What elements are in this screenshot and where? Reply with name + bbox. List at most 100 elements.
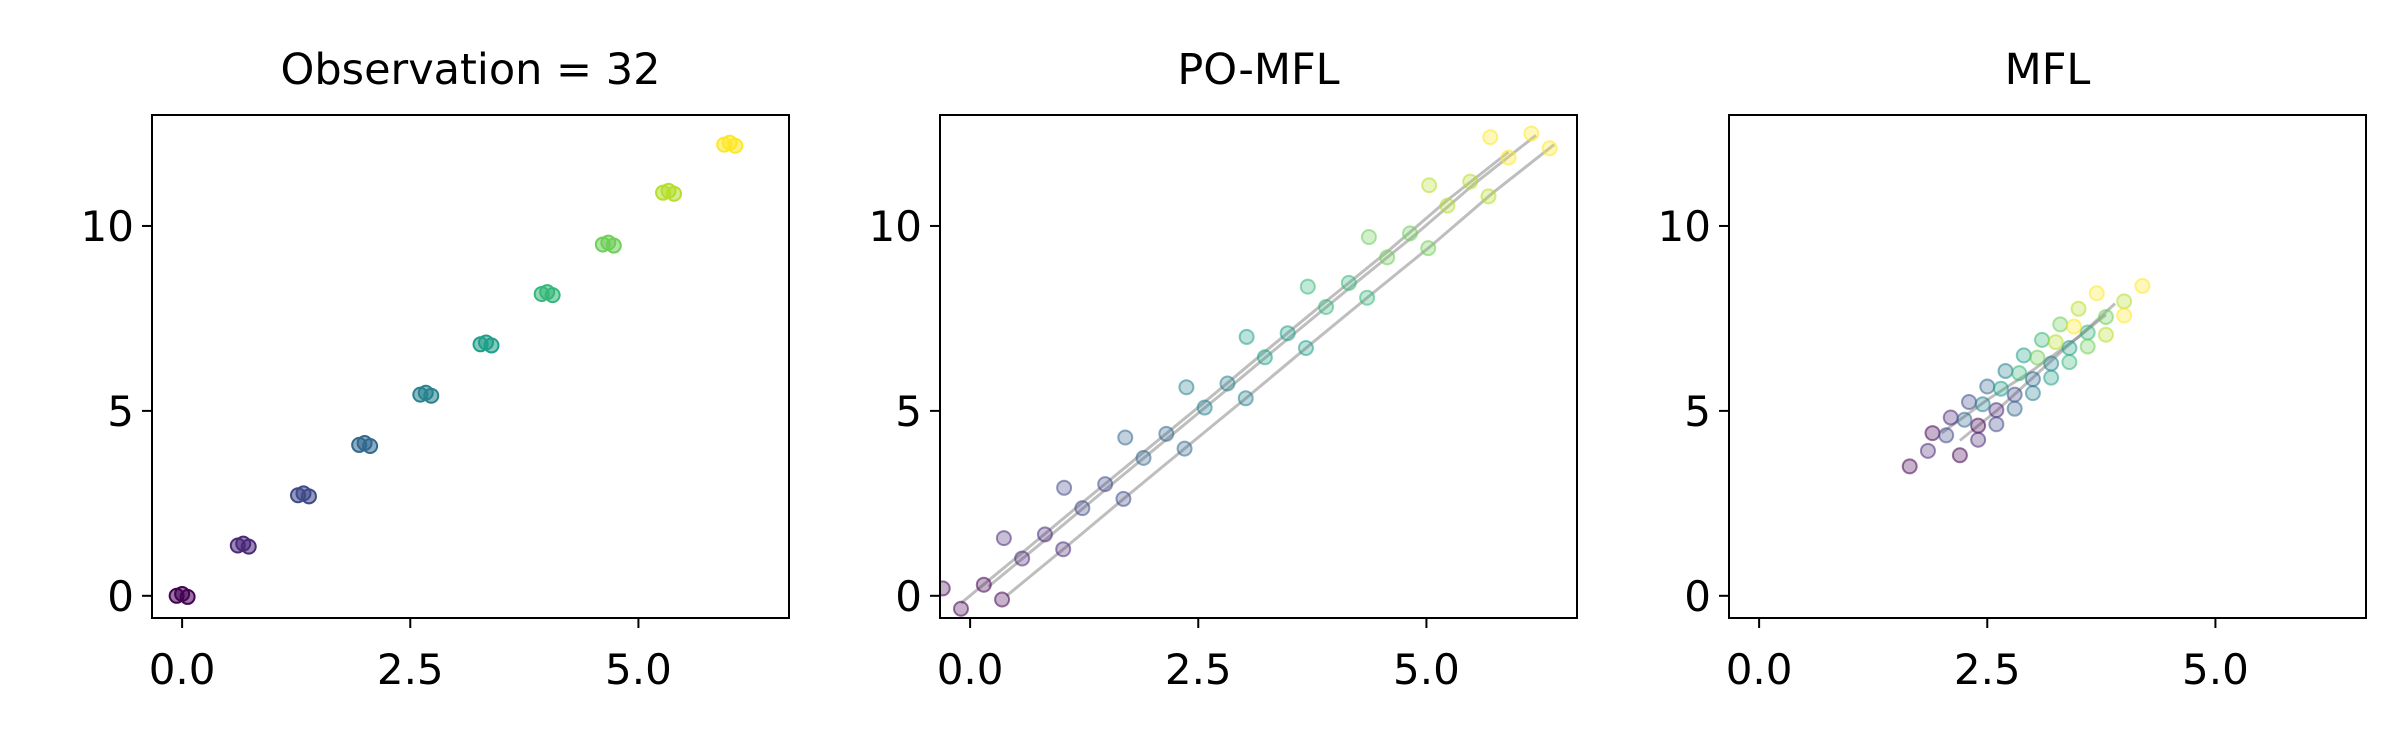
point (1480, 188, 1497, 205)
point (1299, 278, 1316, 295)
point (1056, 479, 1073, 496)
x-tick-label: 0.0 (149, 645, 216, 694)
point (666, 185, 683, 202)
trajectory (987, 134, 1537, 588)
point (1997, 362, 2014, 379)
point (1178, 379, 1195, 396)
point (2024, 371, 2041, 388)
y-tick-label: 10 (869, 202, 922, 251)
point (2079, 324, 2096, 341)
point (1421, 177, 1438, 194)
point (300, 488, 317, 505)
point (1340, 274, 1357, 291)
point (1318, 298, 1335, 315)
point (483, 337, 500, 354)
point (179, 588, 196, 605)
point (1115, 490, 1132, 507)
point (1135, 449, 1152, 466)
point (2006, 386, 2023, 403)
point (240, 538, 257, 555)
point (995, 530, 1012, 547)
point (544, 287, 561, 304)
point (1541, 140, 1558, 157)
point (1196, 399, 1213, 416)
point (1359, 289, 1376, 306)
x-tick-label: 2.5 (1954, 645, 2021, 694)
point (1379, 249, 1396, 266)
y-tick-label: 0 (107, 572, 134, 621)
point (362, 438, 379, 455)
trajectory (960, 150, 1510, 605)
point (1988, 402, 2005, 419)
point (1176, 440, 1193, 457)
point (1956, 411, 1973, 428)
point (1988, 416, 2005, 433)
point (1961, 394, 1978, 411)
subplot: Observation = 32 0.0 2.5 5.0 0 5 10 (81, 45, 790, 694)
point (2070, 300, 2087, 317)
point (1500, 149, 1517, 166)
point (2011, 365, 2028, 382)
point (1074, 500, 1091, 517)
axes-frame (939, 114, 1578, 619)
subplot-title: MFL (2005, 45, 2091, 95)
point (1360, 229, 1377, 246)
point (2047, 334, 2064, 351)
x-tick-label: 0.0 (937, 645, 1004, 694)
point (2097, 308, 2114, 325)
x-tick-label: 5.0 (2182, 645, 2249, 694)
point (2134, 277, 2151, 294)
point (2015, 347, 2032, 364)
point (1462, 173, 1479, 190)
point (1014, 550, 1031, 567)
y-tick-label: 5 (895, 387, 922, 436)
point (1238, 328, 1255, 345)
x-tick-label: 2.5 (1165, 645, 1232, 694)
point (605, 237, 622, 254)
point (2043, 369, 2060, 386)
point (994, 591, 1011, 608)
point (2079, 338, 2096, 355)
point (1992, 380, 2009, 397)
x-tick-label: 5.0 (1393, 645, 1460, 694)
axes-frame (151, 114, 790, 619)
point (2006, 400, 2023, 417)
x-tick-label: 2.5 (377, 645, 444, 694)
point (1901, 458, 1918, 475)
point (2097, 326, 2114, 343)
point (1951, 447, 1968, 464)
x-tick-label: 0.0 (1726, 645, 1793, 694)
plot-area (940, 125, 1558, 617)
plot-area (1901, 277, 2151, 475)
point (1482, 129, 1499, 146)
point (2061, 354, 2078, 371)
point (423, 387, 440, 404)
point (1219, 375, 1236, 392)
point (2052, 316, 2069, 333)
point (2065, 318, 2082, 335)
subplot: MFL 0.0 2.5 5.0 0 5 10 (1658, 45, 2367, 694)
x-tick-label: 5.0 (605, 645, 672, 694)
y-tick-label: 5 (107, 387, 134, 436)
point (2043, 355, 2060, 372)
point (1158, 425, 1175, 442)
subplot-title: Observation = 32 (281, 45, 661, 95)
subplot: PO-MFL 0.0 2.5 5.0 0 5 10 (869, 45, 1578, 694)
point (1036, 526, 1053, 543)
axes-frame (1728, 114, 2367, 619)
point (1979, 378, 1996, 395)
point (1117, 429, 1134, 446)
plot-area (168, 134, 744, 605)
point (2024, 385, 2041, 402)
point (1256, 349, 1273, 366)
point (1279, 325, 1296, 342)
point (1401, 225, 1418, 242)
point (2061, 340, 2078, 357)
point (1439, 197, 1456, 214)
point (1938, 427, 1955, 444)
point (952, 600, 969, 617)
point (975, 576, 992, 593)
point (1919, 442, 1936, 459)
